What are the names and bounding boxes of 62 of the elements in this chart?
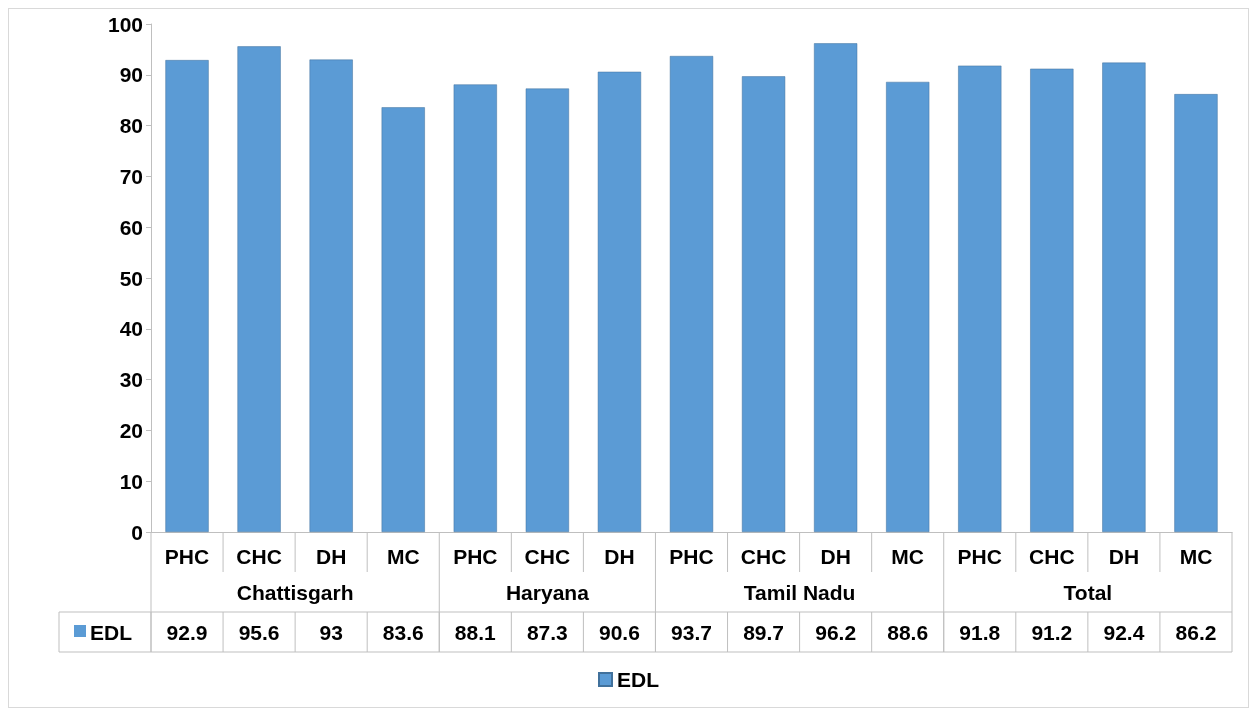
y-tick-label: 20 [119, 418, 143, 442]
data-label: 93.7 [671, 620, 712, 644]
bar [1174, 94, 1218, 532]
legend-label: EDL [617, 668, 660, 691]
data-label: 90.6 [599, 620, 640, 644]
y-tick-label: 40 [119, 317, 143, 341]
bar [886, 81, 930, 532]
text: EDL [90, 620, 132, 644]
data-label: 92.9 [166, 620, 208, 644]
bar [1102, 62, 1146, 532]
x-tick-label: PHC [957, 545, 1002, 568]
data-label: 92.4 [1103, 620, 1145, 644]
data-label: 91.8 [959, 620, 1001, 644]
x-tick-label: PHC [453, 545, 498, 568]
data-label: 83.6 [382, 620, 424, 644]
y-tick-label: 80 [119, 114, 143, 138]
bar [814, 43, 858, 532]
x-tick-label: DH [820, 545, 851, 568]
text: Tamil Nadu [743, 580, 856, 604]
text: Chattisgarh [236, 580, 354, 604]
data-label: 89.7 [743, 620, 784, 644]
bar [165, 60, 209, 532]
x-tick-label: MC [891, 545, 925, 568]
bar [453, 84, 497, 532]
x-tick-label: DH [315, 545, 347, 568]
data-label: 95.6 [238, 620, 280, 644]
data-label: 88.6 [887, 620, 929, 644]
bar [1030, 68, 1074, 532]
bar [309, 59, 353, 532]
text: Haryana [505, 580, 590, 604]
data-label: 91.2 [1031, 620, 1073, 644]
data-label: 87.3 [526, 620, 568, 644]
x-tick-label: MC [386, 545, 420, 568]
x-tick-label: CHC [740, 545, 787, 568]
y-tick-label: 70 [119, 164, 143, 188]
x-tick-label: PHC [669, 545, 714, 568]
bar [741, 76, 786, 532]
y-tick-label: 50 [119, 266, 143, 290]
data-label: 96.2 [815, 620, 857, 644]
y-tick-label: 10 [119, 469, 143, 493]
x-tick-label: MC [1179, 545, 1213, 568]
x-tick-label: PHC [164, 545, 210, 568]
x-tick-label: DH [1108, 545, 1140, 568]
data-label: 93 [319, 620, 343, 644]
data-label: 88.1 [454, 620, 497, 644]
bar [669, 56, 714, 532]
text: Total [1063, 580, 1113, 604]
x-tick-label: CHC [1029, 545, 1075, 568]
bar [958, 65, 1002, 532]
x-tick-label: DH [604, 545, 635, 568]
bar [381, 107, 425, 532]
y-tick-label: 0 [131, 520, 143, 544]
y-tick-label: 90 [119, 63, 143, 87]
x-tick-label: CHC [236, 545, 282, 568]
bar [237, 46, 281, 532]
y-tick-label: 100 [107, 12, 143, 36]
y-tick-label: 30 [119, 368, 143, 392]
bar [597, 71, 642, 532]
bar [525, 88, 569, 532]
y-tick-label: 60 [119, 215, 143, 239]
x-tick-label: CHC [524, 545, 571, 568]
data-label: 86.2 [1175, 620, 1217, 644]
